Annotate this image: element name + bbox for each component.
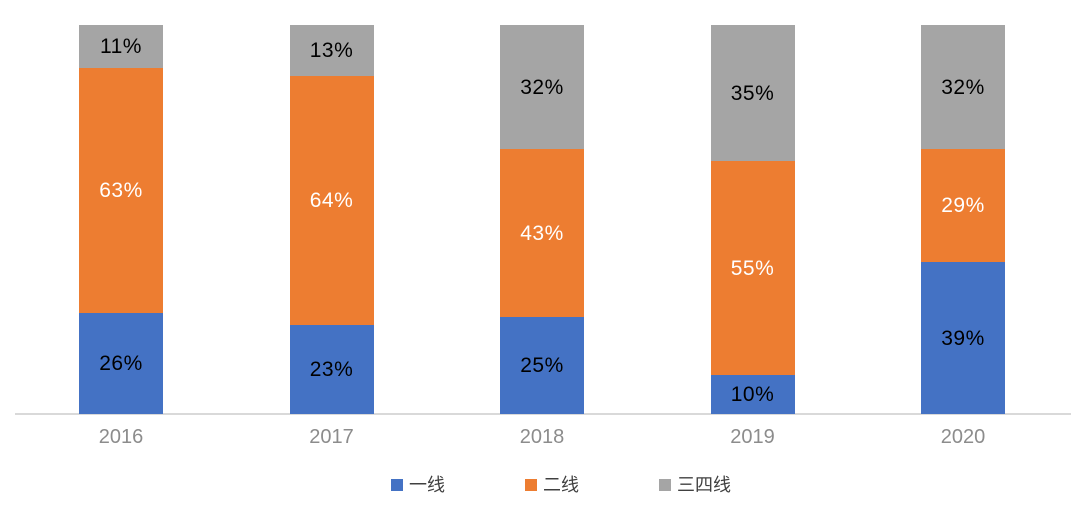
bar-segment: 32% xyxy=(921,25,1005,150)
legend-swatch-icon xyxy=(525,479,537,491)
bar-segment: 39% xyxy=(921,262,1005,414)
x-axis-label: 2019 xyxy=(730,426,775,448)
data-label: 39% xyxy=(941,326,985,350)
legend-label: 三四线 xyxy=(677,475,731,495)
bar-segment: 64% xyxy=(289,75,374,325)
x-axis-line xyxy=(15,413,1071,415)
data-label: 55% xyxy=(730,256,775,280)
data-label: 29% xyxy=(941,194,985,218)
bar-segment: 63% xyxy=(79,67,163,313)
bar-segment: 23% xyxy=(289,324,374,414)
data-label: 32% xyxy=(520,75,564,99)
legend-label: 二线 xyxy=(543,475,579,495)
data-label: 32% xyxy=(941,75,985,99)
bar-segment: 13% xyxy=(289,25,374,76)
x-axis-label: 2017 xyxy=(309,426,354,448)
data-label: 35% xyxy=(730,81,775,105)
x-axis-label: 2020 xyxy=(940,426,986,448)
data-label: 10% xyxy=(730,383,775,407)
legend-item: 一线 xyxy=(391,473,445,497)
x-axis-label: 2018 xyxy=(519,426,565,448)
bar-segment: 26% xyxy=(79,312,163,414)
bar-segment: 29% xyxy=(921,149,1005,263)
legend-swatch-icon xyxy=(391,479,403,491)
data-label: 63% xyxy=(99,178,143,202)
legend: 一线 二线 三四线 xyxy=(391,473,731,497)
data-label: 11% xyxy=(100,34,142,58)
legend-swatch-icon xyxy=(659,479,671,491)
data-label: 64% xyxy=(309,188,354,212)
data-label: 26% xyxy=(99,351,143,375)
legend-item: 二线 xyxy=(525,473,579,497)
bar-segment: 32% xyxy=(500,25,584,150)
bar-segment: 43% xyxy=(500,149,584,317)
data-label: 43% xyxy=(520,221,564,245)
bar-segment: 35% xyxy=(710,25,795,162)
x-axis-label: 2016 xyxy=(98,426,144,448)
bar-segment: 25% xyxy=(500,316,584,414)
data-label: 23% xyxy=(309,357,354,381)
legend-item: 三四线 xyxy=(659,473,731,497)
data-label: 13% xyxy=(309,38,354,62)
data-label: 25% xyxy=(520,353,564,377)
bar-segment: 11% xyxy=(79,25,163,68)
bar-segment: 10% xyxy=(710,375,795,414)
bar-segment: 55% xyxy=(710,161,795,376)
legend-label: 一线 xyxy=(409,475,445,495)
